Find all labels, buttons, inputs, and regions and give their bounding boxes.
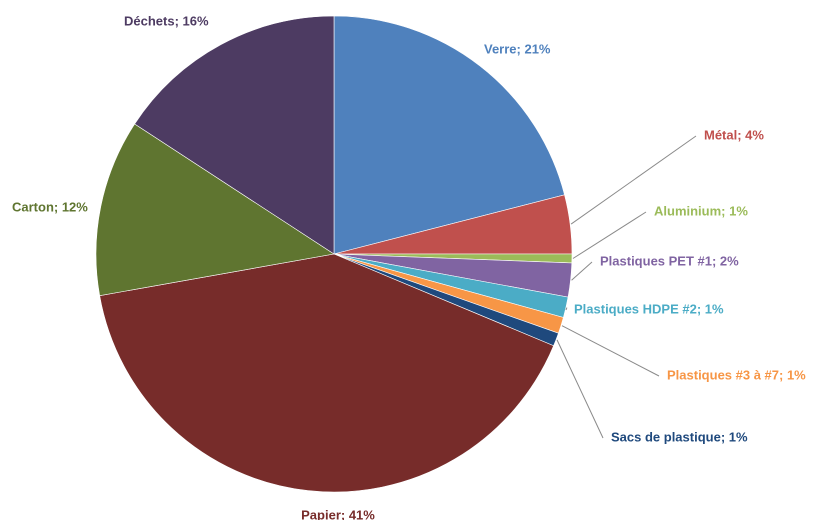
slice-label-plastiques-pet-1: Plastiques PET #1; 2% [600,253,739,268]
pie-slice-papier [99,253,554,493]
slice-labels: Verre; 21% Métal; 4% Aluminium; 1% Plastiqu… [12,13,806,520]
pie-slices [95,15,573,493]
slice-label-metal: Métal; 4% [704,127,764,142]
slice-label-sacs-de-plastique: Sacs de plastique; 1% [611,429,748,444]
slice-label-plastiques-hdpe-2: Plastiques HDPE #2; 1% [574,301,724,316]
leader-line-metal [570,135,697,225]
leader-lines [556,135,697,439]
leader-line-plastiques-hdpe-2 [565,307,568,311]
leader-line-aluminium [572,211,647,259]
slice-label-carton: Carton; 12% [12,199,88,214]
slice-label-papier: Papier; 41% [301,507,375,520]
leader-line-plastiques-pet-1 [571,261,593,281]
pie-slice-verre [333,15,565,255]
leader-line-plastiques-3-a-7 [561,325,660,377]
leader-line-sacs-de-plastique [556,339,604,439]
pie-slice-carton [95,123,335,297]
slice-label-dechets: Déchets; 16% [124,13,209,28]
slice-label-plastiques-3-a-7: Plastiques #3 à #7; 1% [667,367,806,382]
pie-slice-dechets [134,15,335,255]
slice-label-verre: Verre; 21% [484,41,551,56]
slice-label-aluminium: Aluminium; 1% [654,203,748,218]
